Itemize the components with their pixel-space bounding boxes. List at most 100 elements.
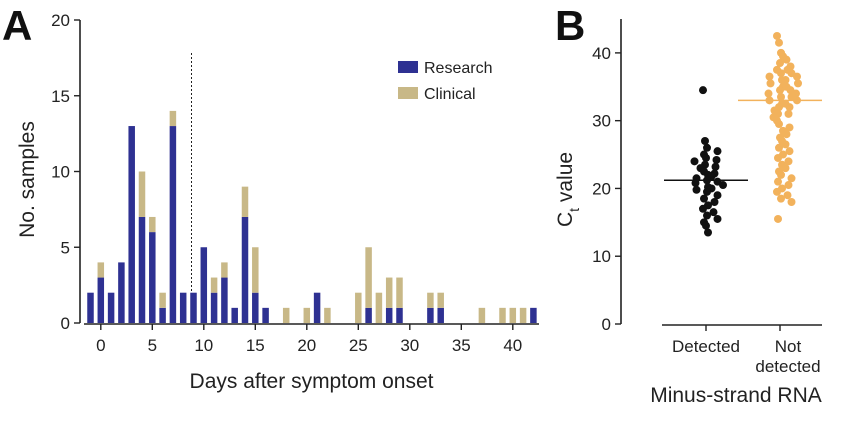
- bar-research: [179, 292, 187, 323]
- point-not-detected: [764, 89, 773, 98]
- legend-swatch-clinical: [398, 87, 418, 99]
- bar-clinical: [385, 277, 393, 308]
- panel-b-y-axis-title: Ct value: [554, 152, 582, 227]
- bar-research: [530, 307, 537, 323]
- bar-research: [159, 307, 166, 323]
- point-not-detected: [785, 103, 794, 112]
- bar-research: [97, 277, 105, 323]
- point-detected: [711, 162, 720, 171]
- bar-research: [231, 307, 238, 323]
- panel-a-y-tick-label: 0: [61, 314, 70, 333]
- point-not-detected: [777, 69, 785, 78]
- panel-a-y-axis-title: No. samples: [16, 121, 39, 238]
- point-not-detected: [787, 174, 796, 183]
- panel-a-x-tick-label: 10: [194, 336, 213, 355]
- legend-swatch-research: [398, 61, 418, 73]
- point-not-detected: [776, 59, 784, 68]
- bar-research: [396, 307, 403, 323]
- point-not-detected: [777, 92, 785, 101]
- point-not-detected: [774, 153, 782, 162]
- point-detected: [712, 155, 721, 164]
- bar-clinical: [519, 307, 527, 323]
- bar-clinical: [499, 307, 506, 323]
- point-detected: [719, 181, 727, 190]
- point-not-detected: [774, 177, 782, 186]
- point-not-detected: [781, 140, 790, 149]
- panel-a-x-tick-label: 0: [96, 336, 105, 355]
- bar-research: [385, 307, 393, 323]
- point-detected: [690, 157, 699, 166]
- bar-research: [221, 277, 228, 323]
- point-not-detected: [784, 109, 793, 118]
- bar-clinical: [437, 292, 444, 308]
- point-detected: [700, 194, 708, 203]
- panel-b-y-tick-label: 20: [592, 179, 611, 198]
- bar-research: [365, 307, 372, 323]
- point-detected: [713, 147, 722, 156]
- point-not-detected: [781, 76, 790, 84]
- bar-clinical: [252, 247, 259, 293]
- bar-research: [313, 292, 321, 323]
- point-not-detected: [794, 79, 802, 88]
- bar-research: [128, 126, 135, 323]
- bar-clinical: [427, 292, 434, 308]
- bar-clinical: [478, 307, 486, 323]
- bar-clinical: [303, 307, 311, 323]
- bar-research: [437, 307, 444, 323]
- point-detected: [703, 143, 711, 152]
- bar-clinical: [149, 216, 156, 233]
- panel-a-y-tick-label: 5: [61, 238, 70, 257]
- point-not-detected: [782, 130, 791, 139]
- point-detected: [699, 204, 707, 213]
- panel-a-x-tick-label: 35: [452, 336, 471, 355]
- panel-a-x-tick-label: 5: [148, 336, 157, 355]
- ct-main: C: [554, 212, 577, 227]
- panel-b-letter: B: [555, 2, 585, 49]
- bar-research: [190, 292, 197, 323]
- bar-clinical: [159, 292, 166, 308]
- bar-research: [107, 292, 115, 323]
- point-not-detected: [773, 31, 781, 40]
- point-not-detected: [781, 164, 790, 173]
- point-not-detected: [785, 123, 794, 132]
- panel-a-letter: A: [2, 2, 32, 49]
- bar-clinical: [282, 307, 290, 323]
- bar-clinical: [169, 110, 177, 127]
- point-not-detected: [784, 181, 793, 190]
- panel-a-y-tick-label: 20: [51, 11, 70, 30]
- panel-a-x-tick-label: 40: [503, 336, 522, 355]
- panel-b-y-tick-label: 40: [592, 44, 611, 63]
- point-not-detected: [777, 170, 785, 179]
- panel-a-x-tick-label: 30: [400, 336, 419, 355]
- bar-research: [200, 247, 208, 323]
- panel-a-y-tick-label: 10: [51, 163, 70, 182]
- panel-b-x-axis-title: Minus-strand RNA: [650, 384, 822, 407]
- point-detected: [703, 187, 711, 196]
- panel-a-x-tick-label: 25: [349, 336, 368, 355]
- bar-research: [262, 307, 269, 323]
- panel-b-x-tick-label: Not: [775, 337, 802, 356]
- point-detected: [713, 214, 722, 223]
- point-detected: [699, 86, 707, 95]
- bar-clinical: [210, 277, 218, 293]
- point-not-detected: [776, 86, 784, 95]
- point-detected: [704, 228, 712, 237]
- point-not-detected: [787, 198, 796, 206]
- point-detected: [692, 185, 701, 194]
- point-not-detected: [774, 214, 782, 223]
- bar-clinical: [138, 171, 146, 217]
- bar-clinical: [324, 307, 331, 323]
- bar-research: [210, 292, 218, 323]
- bar-research: [118, 262, 125, 323]
- bar-research: [87, 292, 94, 323]
- point-not-detected: [785, 147, 794, 156]
- ct-rest: value: [554, 152, 577, 208]
- bar-clinical: [365, 247, 372, 308]
- panel-b-y-tick-label: 0: [602, 315, 611, 334]
- panel-b-x-tick-label: detected: [755, 357, 820, 376]
- point-not-detected: [775, 143, 783, 152]
- point-not-detected: [793, 72, 801, 81]
- point-detected: [709, 208, 718, 217]
- bar-research: [241, 216, 249, 323]
